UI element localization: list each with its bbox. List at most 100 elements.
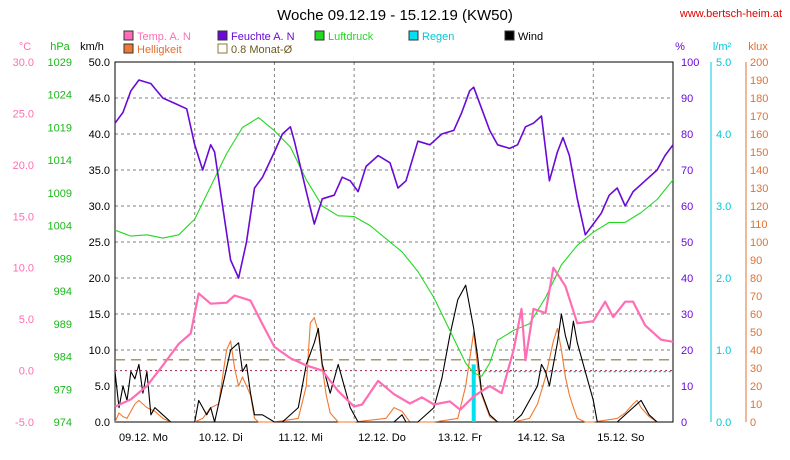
tick-label-lux: 60 (750, 309, 762, 321)
x-label-day: 15.12. So (597, 432, 644, 444)
axis-unit-lux: klux (748, 41, 768, 53)
legend-swatch-temp-a-n (123, 30, 134, 41)
x-label-day: 09.12. Mo (119, 432, 168, 444)
tick-label-lux: 30 (750, 363, 762, 375)
tick-label-wind: 5.0 (95, 381, 110, 393)
legend-swatch-0-8-monat (217, 43, 228, 54)
x-label-day: 13.12. Fr (438, 432, 482, 444)
tick-label-lux: 110 (750, 219, 768, 231)
tick-label-wind: 50.0 (89, 57, 110, 69)
tick-label-wind: 25.0 (89, 237, 110, 249)
tick-label-humidity: 30 (681, 309, 693, 321)
tick-label-wind: 45.0 (89, 93, 110, 105)
tick-label-pressure: 979 (54, 384, 72, 396)
legend-swatch-feuchte-a-n (217, 30, 228, 41)
x-label-day: 10.12. Di (199, 432, 243, 444)
tick-label-humidity: 80 (681, 129, 693, 141)
tick-label-wind: 20.0 (89, 273, 110, 285)
x-label-day: 11.12. Mi (278, 432, 322, 444)
tick-label-lux: 150 (750, 147, 768, 159)
axis-unit-labels: °C hPa km/h% l/m² klux (19, 41, 768, 53)
series-layer (114, 79, 674, 423)
tick-label-lux: 180 (750, 93, 768, 105)
tick-label-humidity: 20 (681, 345, 693, 357)
tick-label-pressure: 1004 (48, 221, 72, 233)
tick-label-rain: 0.0 (716, 417, 731, 429)
website-label: www.bertsch-heim.at (679, 8, 782, 20)
series-line-wind (114, 284, 673, 423)
legend-label-luftdruck: Luftdruck (328, 31, 374, 43)
tick-label-lux: 40 (750, 345, 762, 357)
x-label-day: 12.12. Do (358, 432, 406, 444)
axis-unit-wind: km/h (80, 41, 104, 53)
tick-label-lux: 90 (750, 255, 762, 267)
tick-label-temp: 0.0 (19, 366, 34, 378)
tick-label-lux: 170 (750, 111, 768, 123)
tick-label-temp: 5.0 (19, 314, 34, 326)
tick-label-lux: 140 (750, 165, 768, 177)
tick-label-humidity: 50 (681, 237, 693, 249)
tick-label-lux: 20 (750, 381, 762, 393)
legend-label-helligkeit: Helligkeit (137, 44, 182, 56)
tick-label-lux: 130 (750, 183, 768, 195)
tick-label-pressure: 989 (54, 319, 72, 331)
tick-label-wind: 10.0 (89, 345, 110, 357)
tick-label-pressure: 999 (54, 253, 72, 265)
legend-label-0-8-monat: 0.8 Monat-Ø (231, 44, 293, 56)
legend-label-feuchte-a-n: Feuchte A. N (231, 31, 295, 43)
tick-label-lux: 100 (750, 237, 768, 249)
tick-label-humidity: 70 (681, 165, 693, 177)
tick-label-humidity: 60 (681, 201, 693, 213)
tick-label-lux: 0 (750, 417, 756, 429)
tick-label-temp: 30.0 (13, 57, 34, 69)
legend-label-temp-a-n: Temp. A. N (137, 31, 191, 43)
axis-unit-humidity: % (675, 41, 685, 53)
tick-label-wind: 35.0 (89, 165, 110, 177)
legend-swatch-wind (504, 30, 515, 41)
tick-label-humidity: 10 (681, 381, 693, 393)
tick-label-temp: 15.0 (13, 211, 34, 223)
tick-label-rain: 1.0 (716, 345, 731, 357)
legend-swatch-helligkeit (123, 43, 134, 54)
tick-label-wind: 30.0 (89, 201, 110, 213)
tick-label-pressure: 974 (54, 417, 72, 429)
tick-label-wind: 40.0 (89, 129, 110, 141)
tick-label-temp: -5.0 (15, 417, 34, 429)
tick-label-pressure: 1009 (48, 188, 72, 200)
tick-label-rain: 2.0 (716, 273, 731, 285)
tick-label-lux: 120 (750, 201, 768, 213)
tick-label-wind: 15.0 (89, 309, 110, 321)
tick-label-humidity: 90 (681, 93, 693, 105)
axis-unit-rain: l/m² (713, 41, 732, 53)
tick-label-lux: 10 (750, 399, 762, 411)
tick-label-temp: 25.0 (13, 108, 34, 120)
tick-label-lux: 70 (750, 291, 762, 303)
tick-label-pressure: 1014 (48, 155, 72, 167)
tick-label-lux: 160 (750, 129, 768, 141)
tick-label-lux: 80 (750, 273, 762, 285)
tick-label-humidity: 40 (681, 273, 693, 285)
axis-unit-pressure: hPa (50, 41, 70, 53)
legend-swatch-luftdruck (314, 30, 325, 41)
tick-label-rain: 5.0 (716, 57, 731, 69)
legend-label-regen: Regen (422, 31, 454, 43)
tick-label-temp: 20.0 (13, 160, 34, 172)
x-axis-labels: 09.12. Mo 10.12. Di 11.12. Mi 12.12. Do 13.1… (119, 432, 644, 444)
tick-label-rain: 4.0 (716, 129, 731, 141)
x-label-day: 14.12. Sa (518, 432, 566, 444)
tick-label-humidity: 100 (681, 57, 699, 69)
legend-swatch-regen (408, 30, 419, 41)
tick-label-pressure: 1029 (48, 57, 72, 69)
tick-label-pressure: 994 (54, 286, 72, 298)
tick-label-wind: 0.0 (95, 417, 110, 429)
tick-label-pressure: 1019 (48, 122, 72, 134)
tick-label-lux: 200 (750, 57, 768, 69)
series-line-luftdruck (114, 117, 674, 377)
rain-bar (471, 364, 476, 422)
legend-label-wind: Wind (518, 31, 543, 43)
series-line-temp-a-n (114, 266, 674, 411)
chart-title: Woche 09.12.19 - 15.12.19 (KW50) (277, 7, 513, 24)
tick-label-lux: 190 (750, 75, 768, 87)
plot-grid (115, 62, 673, 422)
